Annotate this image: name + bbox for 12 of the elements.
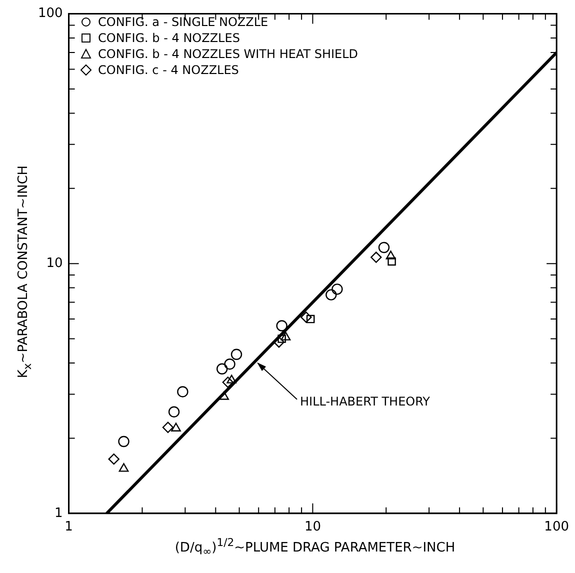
legend-label: CONFIG. b - 4 NOZZLES xyxy=(98,30,240,46)
y-tick-label: 1 xyxy=(54,506,63,521)
legend-label: CONFIG. b - 4 NOZZLES WITH HEAT SHIELD xyxy=(98,46,358,62)
x-tick-label: 10 xyxy=(304,520,321,535)
x-tick-label: 100 xyxy=(544,520,570,535)
x-tick-label: 1 xyxy=(64,520,73,535)
y-tick-label: 100 xyxy=(38,6,63,22)
legend-label: CONFIG. a - SINGLE NOZZLE xyxy=(98,14,268,30)
annotation: HILL-HABERT THEORY xyxy=(300,394,431,408)
y-tick-label: 10 xyxy=(46,256,63,271)
legend-label: CONFIG. c - 4 NOZZLES xyxy=(98,62,239,78)
x-axis-title: (D/q$_{∞}$)$^{1/2}$~PLUME DRAG PARAMETER~INCH xyxy=(174,536,456,558)
